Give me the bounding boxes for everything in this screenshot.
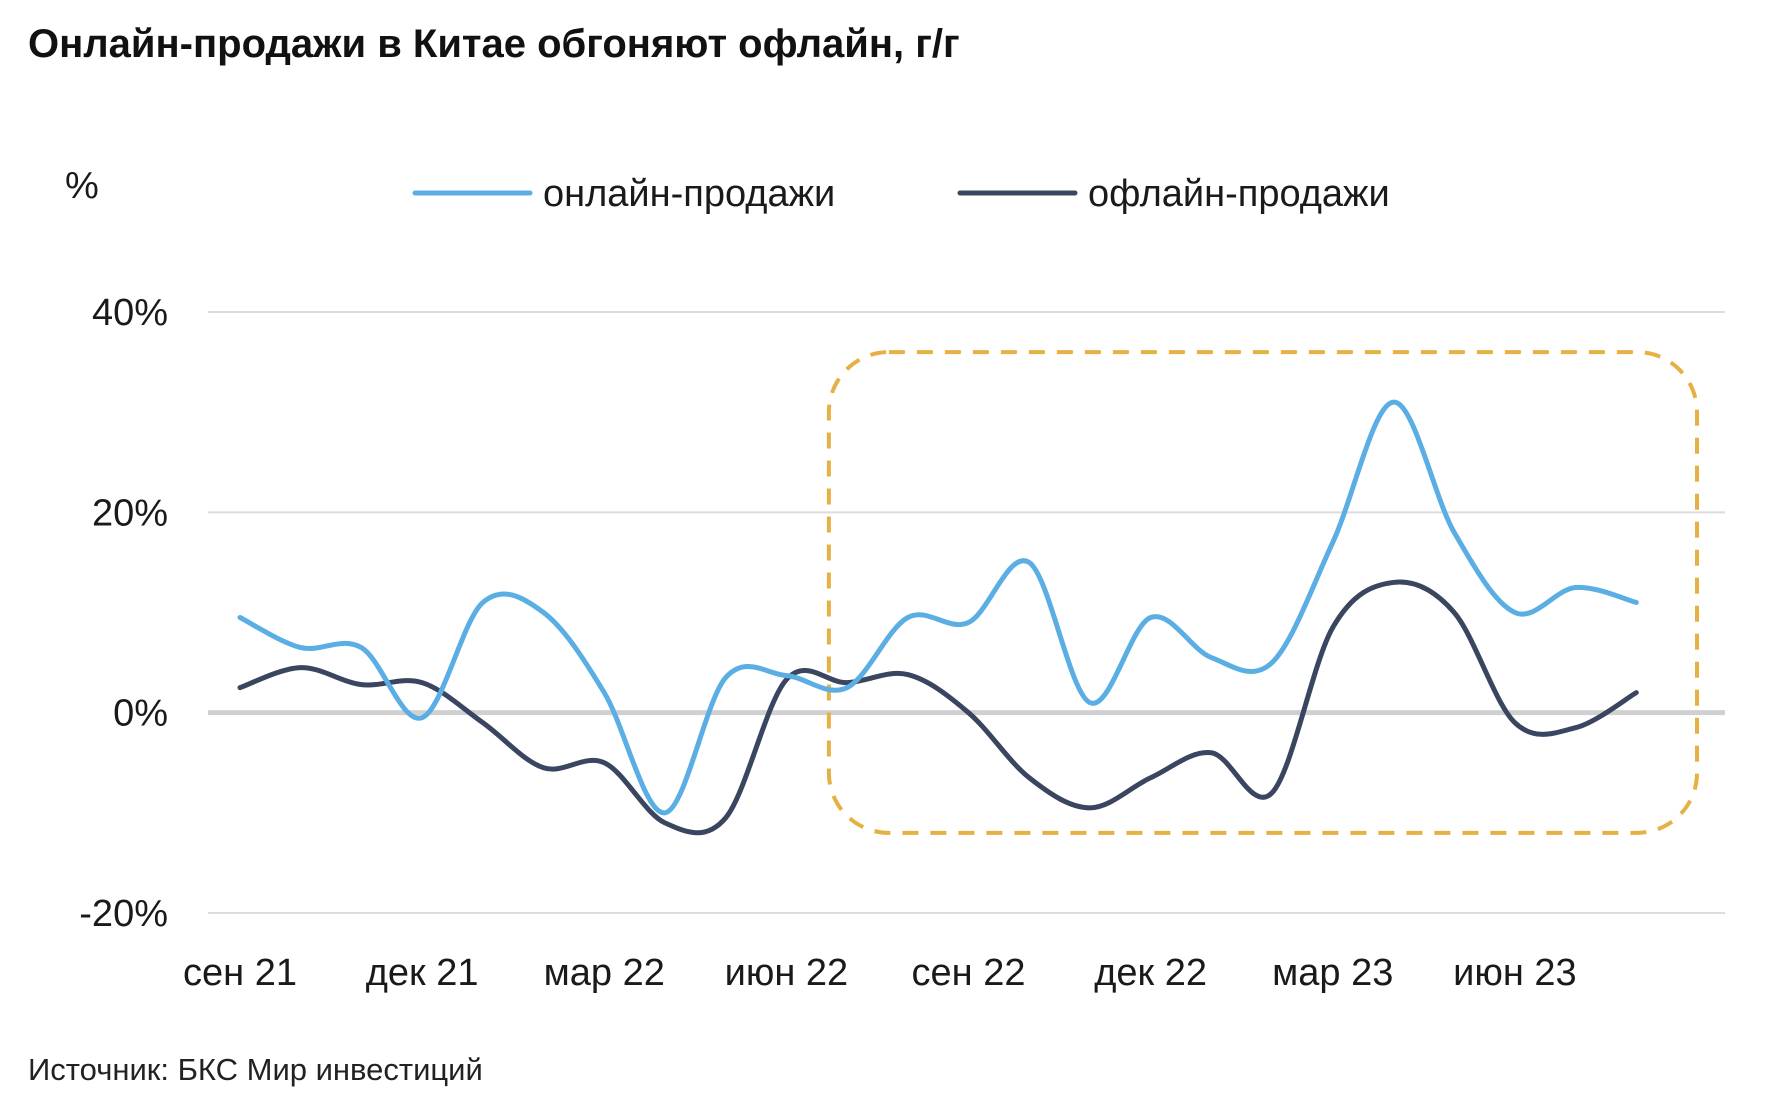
x-tick-label: дек 22 bbox=[1094, 952, 1207, 994]
y-axis-unit-label: % bbox=[65, 165, 99, 207]
highlight-region bbox=[826, 350, 1699, 835]
legend-label-offline: офлайн-продажи bbox=[1088, 173, 1390, 215]
x-tick-label: июн 23 bbox=[1453, 952, 1577, 994]
y-tick-label: 20% bbox=[92, 492, 168, 534]
series-line-online bbox=[237, 399, 1639, 816]
x-tick-label: июн 22 bbox=[725, 952, 849, 994]
legend-label-online: онлайн-продажи bbox=[543, 173, 835, 215]
chart-title: Онлайн-продажи в Китае обгоняют офлайн, … bbox=[28, 22, 960, 66]
grid-lines bbox=[208, 311, 1725, 914]
source-note: Источник: БКС Мир инвестиций bbox=[28, 1052, 483, 1087]
x-tick-label: сен 21 bbox=[183, 952, 297, 994]
x-tick-label: мар 22 bbox=[544, 952, 665, 994]
highlight-box bbox=[826, 350, 1699, 835]
x-tick-label: дек 21 bbox=[366, 952, 479, 994]
series-lines bbox=[237, 399, 1639, 836]
x-axis-ticks: сен 21 дек 21 мар 22 июн 22 сен 22 дек 22 мар … bbox=[183, 952, 1577, 994]
series-line-offline bbox=[237, 579, 1639, 836]
legend: онлайн-продажи офлайн-продажи bbox=[412, 173, 1390, 215]
y-tick-label: 40% bbox=[92, 292, 168, 334]
x-tick-label: сен 22 bbox=[912, 952, 1026, 994]
y-axis-ticks: 40% 20% 0% -20% bbox=[79, 292, 168, 935]
y-tick-label: -20% bbox=[79, 893, 168, 935]
x-tick-label: мар 23 bbox=[1272, 952, 1393, 994]
y-tick-label: 0% bbox=[113, 693, 168, 735]
